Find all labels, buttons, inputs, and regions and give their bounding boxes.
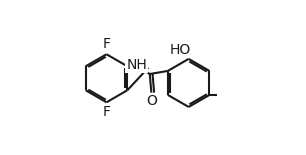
Text: HO: HO: [170, 43, 191, 57]
Text: F: F: [103, 105, 110, 119]
Text: F: F: [103, 37, 110, 51]
Text: NH: NH: [126, 58, 147, 72]
Text: O: O: [147, 94, 158, 108]
